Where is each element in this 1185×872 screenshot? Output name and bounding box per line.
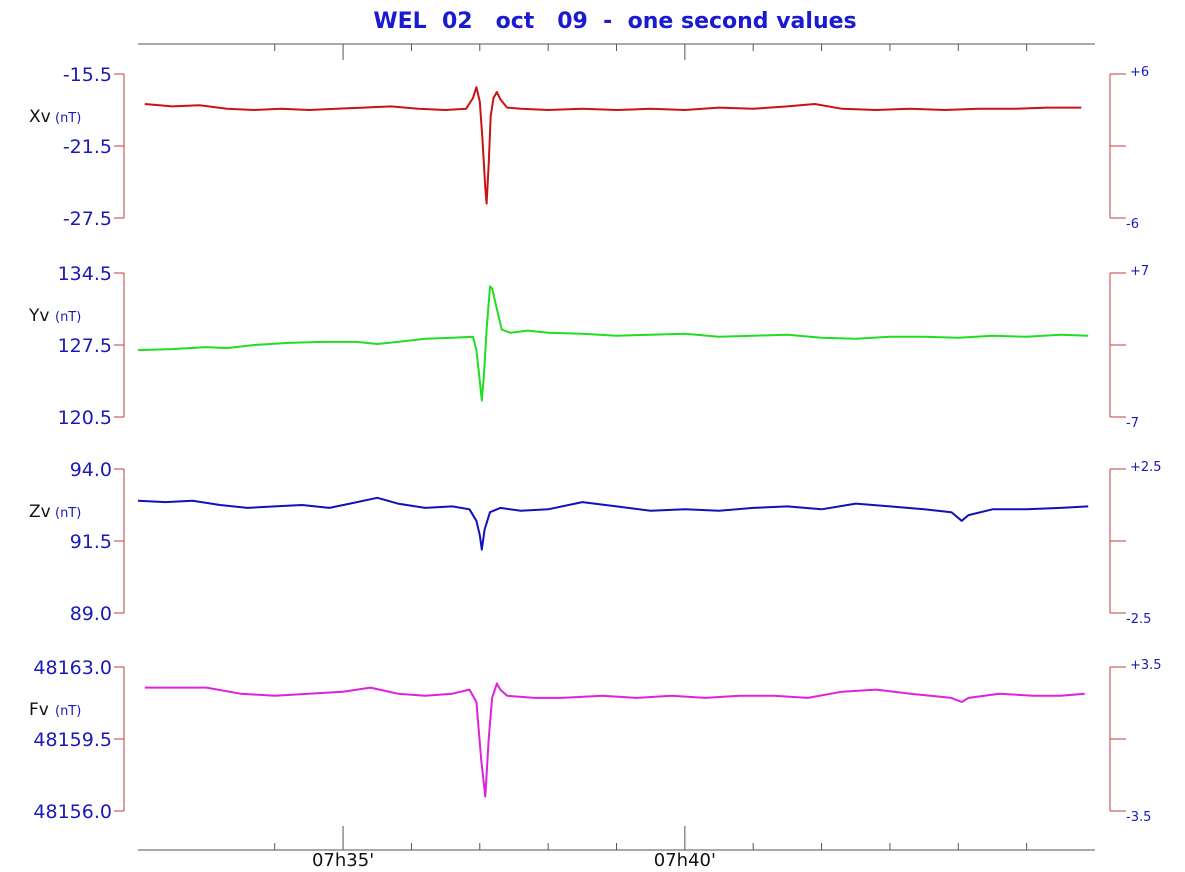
panel-unit: (nT) (55, 704, 81, 719)
left-tick-label: 120.5 (58, 407, 112, 429)
right-tick-label: -2.5 (1126, 612, 1151, 627)
left-tick-label: 48159.5 (33, 729, 112, 751)
x-tick-label: 07h35' (312, 850, 374, 871)
left-tick-label: -21.5 (63, 136, 112, 158)
left-tick-label: 89.0 (70, 603, 112, 625)
left-tick-label: 91.5 (70, 531, 112, 553)
right-tick-label: +2.5 (1130, 460, 1162, 475)
panel-unit: (nT) (55, 310, 81, 325)
left-tick-label: 48163.0 (33, 657, 112, 679)
right-tick-label: -7 (1126, 416, 1139, 431)
chart-title: WEL 02 oct 09 - one second values (373, 9, 856, 34)
panels: -15.5 -21.5 -27.5 +6 -6 Xv (nT) 134.5 127.5 120.5… (28, 64, 1162, 825)
right-tick-label: -6 (1126, 217, 1139, 232)
right-tick-label: -3.5 (1126, 810, 1151, 825)
panel-unit: (nT) (55, 111, 81, 126)
series-line-fv (144, 682, 1085, 798)
panel-name: Xv (29, 107, 51, 127)
left-tick-label: 134.5 (58, 263, 112, 285)
x-tick-label: 07h40' (654, 850, 716, 871)
panel-name: Yv (28, 306, 49, 326)
left-tick-label: -15.5 (63, 64, 112, 86)
panel-name: Fv (29, 700, 49, 720)
left-tick-label: 127.5 (58, 335, 112, 357)
series-line-yv (137, 285, 1089, 402)
right-tick-label: +6 (1130, 65, 1149, 80)
series-line-xv (144, 86, 1082, 205)
series-line-zv (137, 496, 1089, 551)
panel-unit: (nT) (55, 506, 81, 521)
left-tick-label: -27.5 (63, 208, 112, 230)
panel-yv: 134.5 127.5 120.5 +7 -7 Yv (nT) (28, 263, 1149, 431)
panel-zv: 94.0 91.5 89.0 +2.5 -2.5 Zv (nT) (29, 459, 1162, 627)
left-tick-label: 94.0 (70, 459, 112, 481)
panel-fv: 48163.0 48159.5 48156.0 +3.5 -3.5 Fv (nT) (29, 657, 1162, 825)
right-tick-label: +3.5 (1130, 658, 1162, 673)
panel-name: Zv (29, 502, 51, 522)
time-axis-frame: 07h35' 07h40' (138, 43, 1095, 871)
right-tick-label: +7 (1130, 264, 1149, 279)
left-tick-label: 48156.0 (33, 801, 112, 823)
panel-xv: -15.5 -21.5 -27.5 +6 -6 Xv (nT) (29, 64, 1149, 232)
